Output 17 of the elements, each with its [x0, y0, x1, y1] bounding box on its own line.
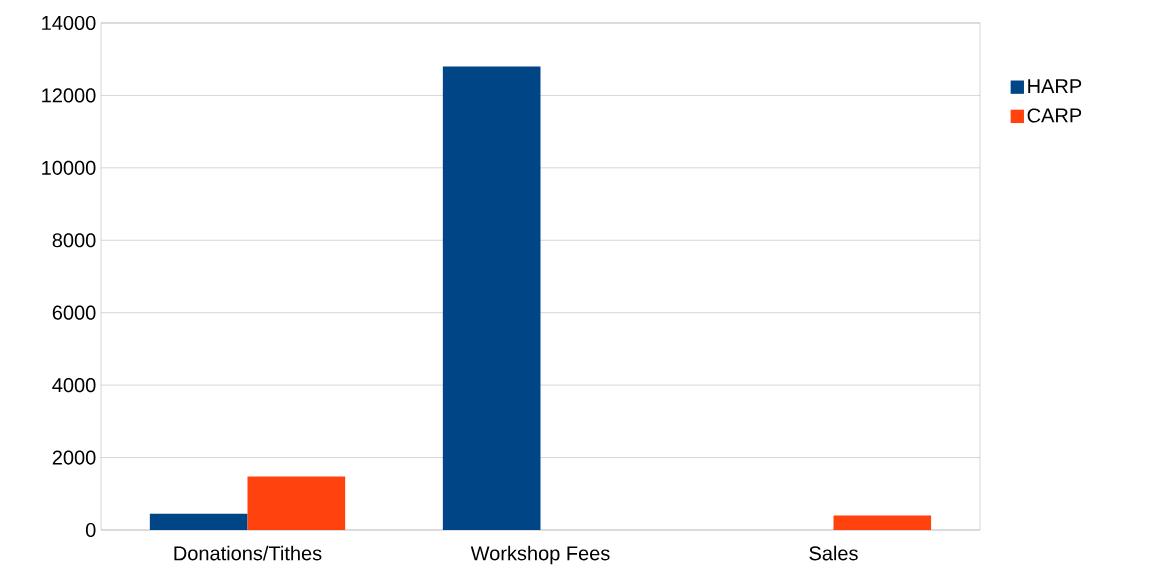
x-tick-label: Donations/Tithes — [174, 545, 322, 561]
y-tick-label: 6000 — [52, 305, 96, 320]
y-tick-label: 8000 — [52, 233, 96, 248]
y-tick-label: 0 — [85, 522, 96, 538]
y-tick-label: 12000 — [42, 88, 96, 103]
bar — [149, 513, 248, 530]
y-tick-label: 2000 — [52, 450, 96, 465]
x-tick-label: Sales — [809, 545, 858, 561]
x-tick-label: Workshop Fees — [470, 545, 610, 565]
y-tick-label: 4000 — [52, 378, 96, 393]
legend-label: HARP — [1028, 79, 1082, 94]
y-tick-label: 10000 — [42, 160, 96, 175]
bar — [247, 476, 346, 530]
bar — [833, 515, 932, 530]
bar — [442, 66, 541, 530]
y-tick-label: 14000 — [42, 15, 96, 31]
legend-label: CARP — [1027, 108, 1082, 123]
